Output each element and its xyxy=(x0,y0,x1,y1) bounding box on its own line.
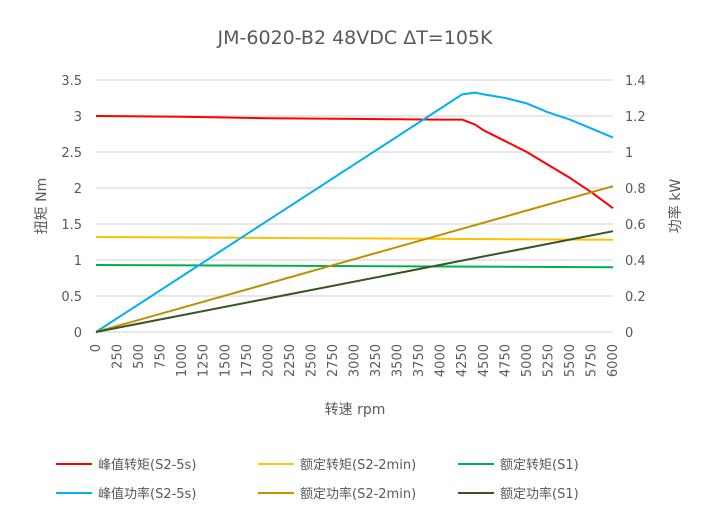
x-tick-label: 3000 xyxy=(348,344,363,377)
x-tick-label: 5500 xyxy=(563,344,578,377)
y2-axis-ticks: 0 0.2 0.4 0.6 0.8 1 1.2 1.4 xyxy=(625,74,646,341)
y2-tick-label: 1 xyxy=(625,146,633,161)
y2-tick-label: 1.2 xyxy=(625,110,646,125)
y-tick-label: 3.5 xyxy=(61,74,82,89)
x-tick-label: 5750 xyxy=(584,344,599,377)
y-tick-label: 1.5 xyxy=(61,218,82,233)
x-axis-label: 转速 rpm xyxy=(325,402,386,418)
x-tick-label: 4500 xyxy=(477,344,492,377)
y2-tick-label: 0.2 xyxy=(625,290,646,305)
chart-title: JM-6020-B2 48VDC ΔT=105K xyxy=(217,27,493,49)
y-tick-label: 0 xyxy=(74,326,82,341)
series-lines xyxy=(95,91,614,333)
x-tick-label: 6000 xyxy=(606,344,621,377)
x-tick-label: 250 xyxy=(111,344,126,369)
legend-label: 峰值转矩(S2-5s) xyxy=(98,457,196,473)
y-axis-label: 扭矩 Nm xyxy=(34,178,50,235)
x-tick-label: 500 xyxy=(132,344,147,369)
x-tick-label: 3250 xyxy=(369,344,384,377)
series-line xyxy=(95,91,614,333)
x-tick-label: 1000 xyxy=(175,344,190,377)
y2-tick-label: 0.4 xyxy=(625,254,646,269)
x-tick-label: 1750 xyxy=(240,344,255,377)
x-tick-label: 3500 xyxy=(391,344,406,377)
x-tick-label: 0 xyxy=(89,344,104,352)
y-tick-label: 1 xyxy=(74,254,82,269)
legend-label: 峰值功率(S2-5s) xyxy=(98,486,196,502)
y2-axis-label: 功率 kW xyxy=(667,179,684,234)
y-axis-ticks: 0 0.5 1 1.5 2 2.5 3 3.5 xyxy=(61,74,82,341)
x-tick-label: 2250 xyxy=(283,344,298,377)
x-tick-label: 4750 xyxy=(498,344,513,377)
x-tick-label: 5000 xyxy=(520,344,535,377)
y2-tick-label: 0.6 xyxy=(625,218,646,233)
series-line xyxy=(95,115,614,210)
series-line xyxy=(95,264,614,269)
y2-tick-label: 0.8 xyxy=(625,182,646,197)
x-axis-ticks: 0 250 500 750 1000 1250 1500 1750 2000 2250 2500 27… xyxy=(89,344,621,377)
x-tick-label: 2000 xyxy=(261,344,276,377)
legend-label: 额定功率(S1) xyxy=(500,486,579,502)
y-tick-label: 2 xyxy=(74,182,82,197)
y-tick-label: 2.5 xyxy=(61,146,82,161)
legend-label: 额定转矩(S2-2min) xyxy=(300,458,416,473)
legend: 峰值转矩(S2-5s) 额定转矩(S2-2min) 额定转矩(S1) 峰值功率(S2-… xyxy=(56,457,579,502)
x-tick-label: 4000 xyxy=(434,344,449,377)
x-tick-label: 2500 xyxy=(304,344,319,377)
y2-tick-label: 1.4 xyxy=(625,74,646,89)
y-tick-label: 0.5 xyxy=(61,290,82,305)
x-tick-label: 750 xyxy=(154,344,169,369)
series-line xyxy=(95,230,614,333)
y-tick-label: 3 xyxy=(74,110,82,125)
x-tick-label: 1500 xyxy=(218,344,233,377)
x-tick-label: 4250 xyxy=(455,344,470,377)
series-line xyxy=(95,236,614,241)
series-line xyxy=(95,185,614,333)
x-tick-label: 2750 xyxy=(326,344,341,377)
x-tick-label: 3750 xyxy=(412,344,427,377)
x-tick-label: 5250 xyxy=(541,344,556,377)
legend-label: 额定功率(S2-2min) xyxy=(300,486,416,502)
x-tick-label: 1250 xyxy=(197,344,212,377)
gridlines xyxy=(96,79,613,333)
y2-tick-label: 0 xyxy=(625,326,633,341)
legend-label: 额定转矩(S1) xyxy=(500,458,579,473)
